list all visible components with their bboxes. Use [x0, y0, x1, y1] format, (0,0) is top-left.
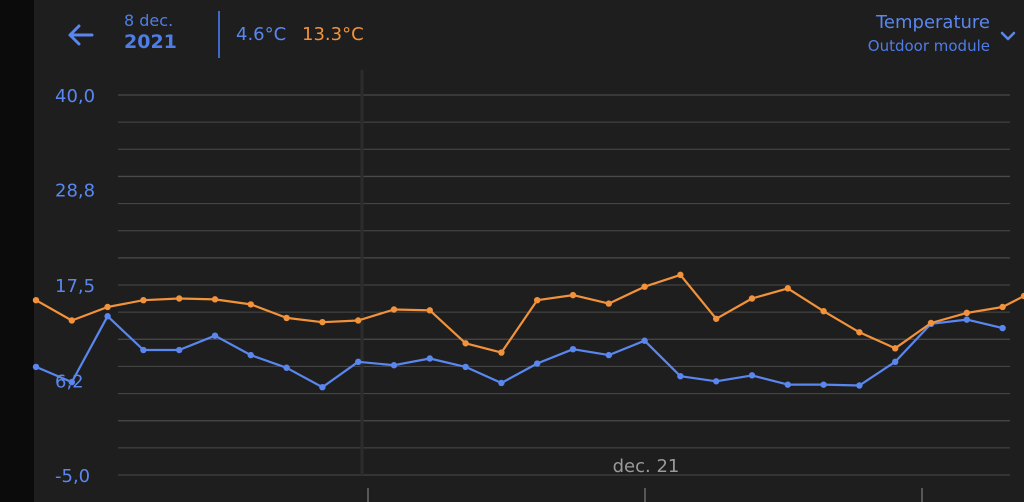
- min-temperature: 4.6°C: [236, 24, 287, 45]
- data-point[interactable]: [390, 306, 398, 313]
- data-point[interactable]: [211, 296, 219, 303]
- data-point[interactable]: [390, 362, 398, 369]
- data-point[interactable]: [534, 297, 541, 304]
- data-point[interactable]: [569, 345, 577, 353]
- data-point[interactable]: [605, 351, 612, 359]
- max-temperature: 13.3°C: [302, 24, 364, 45]
- metric-selector[interactable]: Temperature Outdoor module: [868, 12, 990, 55]
- screen-edge: [0, 0, 34, 502]
- data-point[interactable]: [176, 295, 183, 302]
- metric-title: Temperature: [875, 12, 990, 33]
- metric-dropdown-button[interactable]: [1000, 27, 1016, 46]
- y-tick-label: 40,0: [55, 86, 95, 107]
- data-point[interactable]: [999, 303, 1006, 311]
- data-point[interactable]: [641, 283, 648, 290]
- data-point[interactable]: [104, 303, 111, 311]
- header-divider: [218, 11, 220, 58]
- data-point[interactable]: [534, 360, 541, 367]
- data-point[interactable]: [784, 285, 791, 292]
- data-point[interactable]: [892, 358, 899, 366]
- data-point[interactable]: [498, 379, 505, 387]
- y-tick-label: -5,0: [55, 466, 90, 487]
- data-point[interactable]: [677, 271, 684, 279]
- data-point[interactable]: [892, 345, 899, 352]
- data-point[interactable]: [68, 378, 76, 386]
- data-point[interactable]: [426, 355, 433, 362]
- data-point[interactable]: [498, 349, 505, 356]
- data-point[interactable]: [211, 332, 219, 339]
- y-tick-label: 28,8: [55, 181, 95, 202]
- data-point[interactable]: [820, 307, 827, 315]
- date-year: 2021: [124, 31, 177, 53]
- x-tick-label: dec. 21: [613, 456, 680, 477]
- data-point[interactable]: [927, 319, 935, 327]
- data-point[interactable]: [462, 340, 469, 347]
- data-point[interactable]: [999, 324, 1006, 332]
- data-point[interactable]: [426, 307, 433, 314]
- series-line-min: [35, 315, 1003, 389]
- data-point[interactable]: [641, 337, 648, 344]
- data-point[interactable]: [319, 318, 326, 326]
- series-line-max: [35, 273, 1024, 354]
- data-point[interactable]: [355, 358, 362, 366]
- data-point[interactable]: [677, 373, 684, 380]
- data-point[interactable]: [963, 309, 970, 317]
- y-tick-label: 17,5: [55, 276, 95, 297]
- data-point[interactable]: [140, 297, 147, 304]
- data-point[interactable]: [247, 301, 254, 308]
- data-point[interactable]: [68, 317, 76, 324]
- data-point[interactable]: [748, 372, 756, 379]
- arrow-left-icon: [68, 24, 94, 46]
- data-point[interactable]: [856, 329, 863, 336]
- data-point[interactable]: [963, 316, 970, 323]
- data-point[interactable]: [104, 313, 111, 320]
- metric-subtitle: Outdoor module: [867, 37, 990, 55]
- data-point[interactable]: [820, 381, 827, 388]
- data-point[interactable]: [283, 364, 290, 371]
- data-point[interactable]: [319, 383, 326, 391]
- data-point[interactable]: [247, 351, 254, 359]
- back-button[interactable]: [64, 18, 98, 52]
- data-point[interactable]: [605, 300, 612, 307]
- data-point[interactable]: [1020, 292, 1024, 300]
- data-point[interactable]: [283, 314, 290, 322]
- date-day: 8 dec.: [124, 11, 174, 30]
- data-point[interactable]: [569, 291, 577, 299]
- data-point[interactable]: [176, 346, 183, 354]
- date-selector[interactable]: 8 dec. 2021: [124, 11, 177, 55]
- data-point[interactable]: [140, 346, 147, 354]
- data-point[interactable]: [748, 295, 756, 302]
- data-point[interactable]: [32, 297, 40, 304]
- data-point[interactable]: [713, 378, 720, 385]
- chevron-down-icon: [1000, 31, 1016, 41]
- data-point[interactable]: [355, 317, 362, 324]
- data-point[interactable]: [713, 315, 720, 322]
- data-point[interactable]: [856, 382, 863, 389]
- chart-header: 8 dec. 2021 4.6°C 13.3°C Temperature Out…: [34, 0, 1024, 70]
- data-point[interactable]: [32, 363, 40, 371]
- data-point[interactable]: [462, 363, 469, 371]
- data-point[interactable]: [784, 381, 791, 388]
